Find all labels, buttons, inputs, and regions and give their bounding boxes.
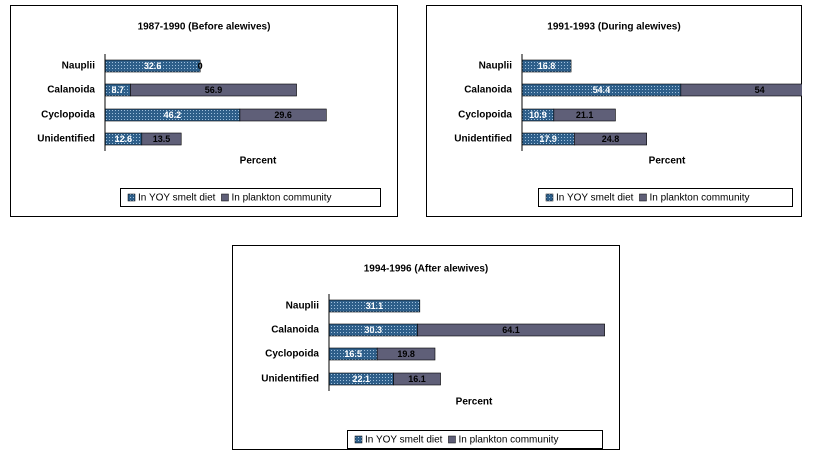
legend-label: In plankton community — [458, 435, 558, 446]
value-label: 54.4 — [593, 85, 611, 95]
bar — [573, 132, 647, 146]
legend-swatch — [221, 193, 229, 202]
legend-swatch — [545, 193, 554, 202]
bar — [393, 372, 441, 386]
category-label: Unidentified — [261, 374, 319, 385]
category-label: Nauplii — [62, 61, 96, 72]
value-label: 21.1 — [576, 110, 594, 120]
frame — [232, 245, 620, 450]
value-label: 12.6 — [115, 134, 133, 144]
legend-label: In plankton community — [649, 193, 749, 204]
legend-label: In plankton community — [231, 193, 331, 204]
legend-box — [347, 430, 603, 449]
legend-swatch — [354, 435, 363, 444]
bar — [141, 132, 182, 146]
value-label: 8.7 — [111, 85, 124, 95]
category-label: Nauplii — [479, 61, 513, 72]
value-label: 16.8 — [538, 61, 556, 71]
chart: 1994-1996 (After alewives) Nauplii 31.1 Cal… — [232, 245, 620, 450]
frame — [10, 5, 398, 217]
bar — [680, 83, 802, 97]
chart-title: 1987-1990 (Before alewives) — [138, 22, 271, 33]
category-label: Cyclopoida — [41, 110, 95, 121]
chart-title: 1994-1996 (After alewives) — [364, 264, 489, 275]
legend-label: In YOY smelt diet — [138, 193, 216, 204]
bar — [130, 83, 297, 97]
category-label: Calanoida — [47, 85, 95, 96]
value-label: 24.8 — [602, 134, 620, 144]
category-label: Cyclopoida — [458, 110, 512, 121]
value-label: 22.1 — [353, 374, 371, 384]
bar — [376, 347, 436, 361]
value-label: 16.1 — [408, 374, 426, 384]
frame — [426, 5, 802, 217]
category-label: Calanoida — [464, 85, 512, 96]
value-label: 19.8 — [397, 349, 415, 359]
bar — [553, 108, 616, 122]
value-label: 0 — [198, 61, 203, 71]
legend-box — [538, 188, 793, 207]
x-axis-label: Percent — [240, 156, 277, 167]
chart: 1987-1990 (Before alewives) Nauplii 32.6 0 C… — [10, 5, 398, 217]
bar — [239, 108, 327, 122]
category-label: Unidentified — [37, 134, 95, 145]
value-label: 29.6 — [274, 110, 292, 120]
category-label: Calanoida — [271, 325, 319, 336]
legend-swatch — [127, 193, 136, 202]
value-label: 32.6 — [144, 61, 162, 71]
category-label: Nauplii — [286, 301, 320, 312]
value-label: 54 — [755, 85, 765, 95]
legend-label: In YOY smelt diet — [556, 193, 634, 204]
value-label: 10.9 — [529, 110, 547, 120]
value-label: 13.5 — [153, 134, 171, 144]
legend-box — [120, 188, 381, 207]
value-label: 31.1 — [366, 301, 384, 311]
chart: 1991-1993 (During alewives) Nauplii 16.8 Ca… — [426, 5, 802, 217]
value-label: 56.9 — [205, 85, 223, 95]
value-label: 46.2 — [164, 110, 182, 120]
legend-swatch — [639, 193, 647, 202]
value-label: 30.3 — [364, 325, 382, 335]
category-label: Cyclopoida — [265, 349, 319, 360]
legend-swatch — [448, 435, 456, 444]
value-label: 16.5 — [344, 349, 362, 359]
legend-label: In YOY smelt diet — [365, 435, 443, 446]
bar — [417, 323, 605, 337]
x-axis-label: Percent — [456, 397, 493, 408]
value-label: 64.1 — [502, 325, 520, 335]
x-axis-label: Percent — [649, 156, 686, 167]
category-label: Unidentified — [454, 134, 512, 145]
value-label: 17.9 — [539, 134, 557, 144]
chart-title: 1991-1993 (During alewives) — [547, 22, 680, 33]
